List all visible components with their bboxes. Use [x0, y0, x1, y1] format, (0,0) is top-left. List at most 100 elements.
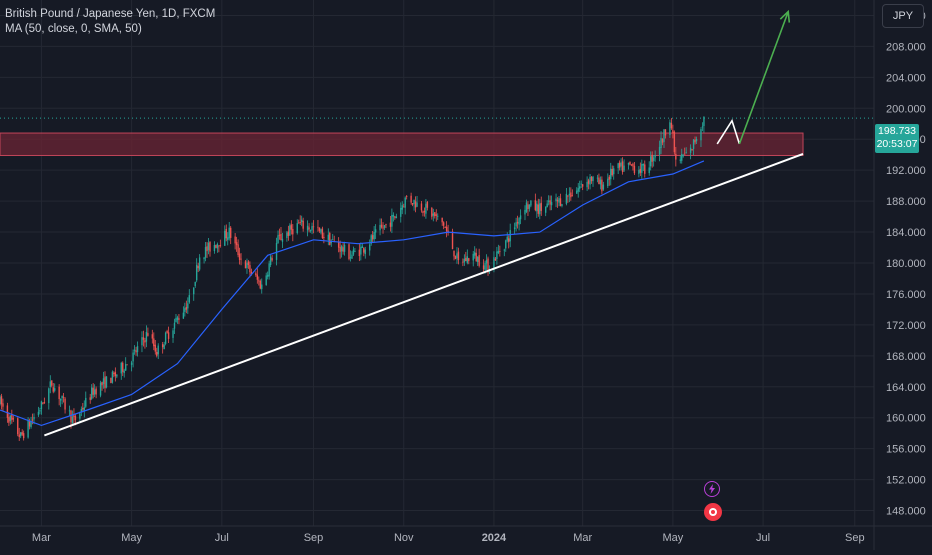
candle	[416, 195, 418, 208]
candle-body	[567, 195, 569, 197]
candle	[246, 258, 248, 274]
candle-body	[135, 350, 137, 353]
candle	[114, 367, 117, 382]
candle-body	[299, 222, 301, 223]
candle-body	[453, 250, 455, 257]
candle	[405, 195, 408, 200]
candle-body	[320, 229, 322, 233]
candle-body	[197, 266, 199, 269]
candle	[380, 218, 383, 229]
indicator-label[interactable]: MA (50, close, 0, SMA, 50)	[5, 23, 142, 35]
candle-body	[485, 259, 488, 264]
candle-body	[382, 227, 384, 229]
candle-body	[198, 257, 201, 270]
candle	[225, 224, 227, 242]
time-axis[interactable]: Mar May Jul Sep Nov 2024 Mar May Jul Sep	[0, 525, 932, 544]
candle-body	[700, 129, 702, 141]
candle	[166, 329, 168, 334]
candle-body	[602, 184, 605, 190]
candle-body	[484, 263, 486, 271]
currency-button[interactable]: JPY	[882, 4, 924, 28]
candle	[537, 198, 540, 217]
candle-body	[559, 198, 562, 206]
candle-body	[49, 381, 51, 387]
candle-body	[145, 331, 148, 342]
candle-body	[476, 256, 479, 263]
candle-body	[265, 275, 267, 285]
candle	[601, 176, 603, 195]
candle-body	[411, 203, 414, 205]
candle	[258, 276, 260, 286]
candle	[92, 383, 94, 399]
candle	[437, 213, 439, 220]
candle	[629, 161, 631, 166]
candle	[703, 116, 705, 133]
candle-body	[601, 179, 603, 192]
candle-body	[499, 251, 501, 252]
candle-body	[518, 218, 520, 225]
candle-body	[465, 257, 467, 262]
candle-body	[259, 280, 261, 289]
candle	[340, 244, 343, 258]
candle-body	[185, 307, 188, 310]
price-tick-label: 200.000	[886, 103, 926, 115]
moving-average-line	[0, 160, 705, 427]
candle	[99, 380, 102, 398]
candle	[12, 415, 15, 422]
symbol-title[interactable]: British Pound / Japanese Yen, 1D, FXCM	[5, 8, 216, 20]
time-tick-label: Sep	[845, 532, 865, 544]
price-tick-label: 152.000	[886, 475, 926, 487]
candle	[275, 237, 278, 266]
price-axis[interactable]: 148.000 152.000 156.000 160.000 164.000 168.0…	[873, 0, 926, 550]
candle-body	[684, 153, 686, 155]
candle-body	[164, 332, 167, 344]
candle	[37, 406, 40, 418]
candle	[198, 254, 201, 272]
candle-body	[627, 162, 630, 165]
candle-body	[568, 193, 571, 196]
candle	[122, 361, 124, 376]
candle-body	[227, 237, 229, 241]
candle-body	[130, 362, 133, 365]
candle-body	[132, 352, 134, 362]
candle	[167, 326, 170, 344]
candle	[277, 230, 279, 244]
candle	[135, 346, 137, 356]
candle-body	[494, 258, 497, 261]
candle	[679, 155, 681, 164]
candle-body	[244, 261, 247, 269]
time-tick-label: Sep	[304, 532, 324, 544]
candle	[209, 241, 211, 257]
candle-body	[153, 338, 155, 347]
candle-body	[154, 344, 156, 352]
candle	[420, 200, 423, 213]
candle-body	[61, 395, 63, 398]
candle	[286, 230, 288, 242]
candle	[289, 223, 291, 236]
candle	[219, 239, 222, 248]
resistance-zone	[0, 132, 804, 156]
candle	[332, 233, 334, 241]
candle-body	[204, 247, 207, 258]
candle-body	[340, 245, 343, 252]
economic-event-icon[interactable]	[704, 503, 722, 521]
candle	[617, 162, 619, 174]
candle	[598, 173, 600, 185]
candle	[17, 417, 19, 437]
candle-body	[120, 362, 122, 374]
candle-body	[308, 227, 310, 230]
flash-icon[interactable]	[704, 481, 720, 497]
candle	[661, 138, 664, 146]
lightning-icon	[709, 484, 715, 494]
candle	[244, 259, 247, 269]
last-price-value: 198.733	[878, 125, 916, 137]
candle	[268, 260, 270, 280]
candle	[540, 196, 542, 216]
candle	[465, 251, 467, 262]
candle	[153, 332, 155, 351]
candle-body	[123, 370, 125, 374]
candle-body	[426, 201, 429, 208]
candle-body	[444, 226, 446, 228]
